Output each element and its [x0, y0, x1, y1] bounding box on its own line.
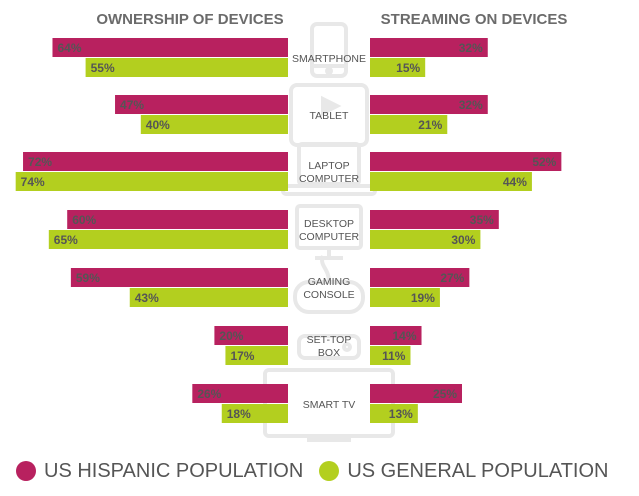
- left-bar-label: 65%: [54, 233, 78, 247]
- category-label: SET-TOP: [307, 334, 352, 346]
- legend-swatch-general: [319, 461, 340, 481]
- left-bar-label: 60%: [72, 213, 96, 227]
- right-bar-label: 30%: [451, 233, 475, 247]
- right-bar-label: 32%: [459, 98, 483, 112]
- left-bar-label: 43%: [135, 291, 159, 305]
- right-bar-label: 13%: [389, 407, 413, 421]
- right-bar-label: 44%: [503, 175, 527, 189]
- left-bar-label: 64%: [57, 41, 81, 55]
- right-bar-label: 27%: [440, 271, 464, 285]
- right-bar: [370, 95, 488, 114]
- legend: US HISPANIC POPULATION US GENERAL POPULA…: [16, 456, 636, 486]
- legend-item-hispanic: US HISPANIC POPULATION: [16, 460, 303, 483]
- left-bar-label: 55%: [91, 61, 115, 75]
- right-bar: [370, 172, 532, 191]
- category-label: COMPUTER: [299, 231, 360, 243]
- category-label: SMART TV: [303, 399, 356, 411]
- category-label: BOX: [318, 347, 340, 359]
- desktop-icon: [295, 204, 363, 260]
- right-bar-label: 19%: [411, 291, 435, 305]
- category-label: CONSOLE: [303, 289, 354, 301]
- right-bar: [370, 288, 440, 307]
- right-bar-label: 21%: [418, 118, 442, 132]
- legend-label-general: US GENERAL POPULATION: [347, 459, 609, 482]
- category-label: DESKTOP: [304, 218, 354, 230]
- right-bar: [370, 210, 499, 229]
- right-bar: [370, 268, 470, 287]
- category-label: LAPTOP: [308, 160, 349, 172]
- left-bar-label: 72%: [28, 155, 52, 169]
- legend-item-general: US GENERAL POPULATION: [319, 460, 608, 483]
- right-bar-label: 14%: [392, 329, 416, 343]
- left-bar-label: 17%: [230, 349, 254, 363]
- category-label: SMARTPHONE: [292, 53, 366, 65]
- smartphone-icon: [310, 22, 348, 78]
- left-bar: [52, 38, 289, 57]
- left-bar-label: 20%: [219, 329, 243, 343]
- right-bar: [370, 326, 422, 345]
- left-bar: [140, 115, 288, 134]
- right-bar-label: 35%: [470, 213, 494, 227]
- right-bar-label: 11%: [382, 349, 406, 363]
- right-bar: [370, 58, 426, 77]
- gamepad-icon: [293, 255, 365, 314]
- left-bar-label: 47%: [120, 98, 144, 112]
- left-bar: [192, 384, 288, 403]
- category-label: COMPUTER: [299, 173, 360, 185]
- left-bar: [48, 230, 288, 249]
- category-label: GAMING: [308, 276, 351, 288]
- right-bar: [370, 152, 562, 171]
- left-title: OWNERSHIP OF DEVICES: [96, 11, 283, 28]
- left-bar-label: 18%: [227, 407, 251, 421]
- left-bar: [129, 288, 288, 307]
- right-bar-label: 15%: [396, 61, 420, 75]
- right-bar-label: 25%: [433, 387, 457, 401]
- category-label: TABLET: [310, 110, 349, 122]
- legend-swatch-hispanic: [16, 461, 36, 481]
- chart: OWNERSHIP OF DEVICES STREAMING ON DEVICES…: [15, 11, 568, 442]
- right-bar: [370, 404, 418, 423]
- left-bar-label: 59%: [76, 271, 100, 285]
- right-bar: [370, 38, 488, 57]
- left-bar: [70, 268, 288, 287]
- right-bar: [370, 230, 481, 249]
- right-title: STREAMING ON DEVICES: [381, 11, 568, 28]
- right-bar-label: 32%: [459, 41, 483, 55]
- left-bar: [15, 172, 289, 191]
- left-bar: [115, 95, 288, 114]
- left-bar-label: 74%: [21, 175, 45, 189]
- right-bar-label: 52%: [532, 155, 556, 169]
- set-top-box-icon: [297, 334, 361, 360]
- legend-label-hispanic: US HISPANIC POPULATION: [44, 459, 304, 482]
- left-bar: [23, 152, 288, 171]
- left-bar: [67, 210, 288, 229]
- right-bar: [370, 384, 462, 403]
- left-bar: [214, 326, 288, 345]
- left-bar-label: 26%: [197, 387, 221, 401]
- right-bar: [370, 115, 448, 134]
- left-bar: [85, 58, 288, 77]
- right-bar: [370, 346, 411, 365]
- left-bar-label: 40%: [146, 118, 170, 132]
- left-bar: [225, 346, 288, 365]
- left-bar: [221, 404, 288, 423]
